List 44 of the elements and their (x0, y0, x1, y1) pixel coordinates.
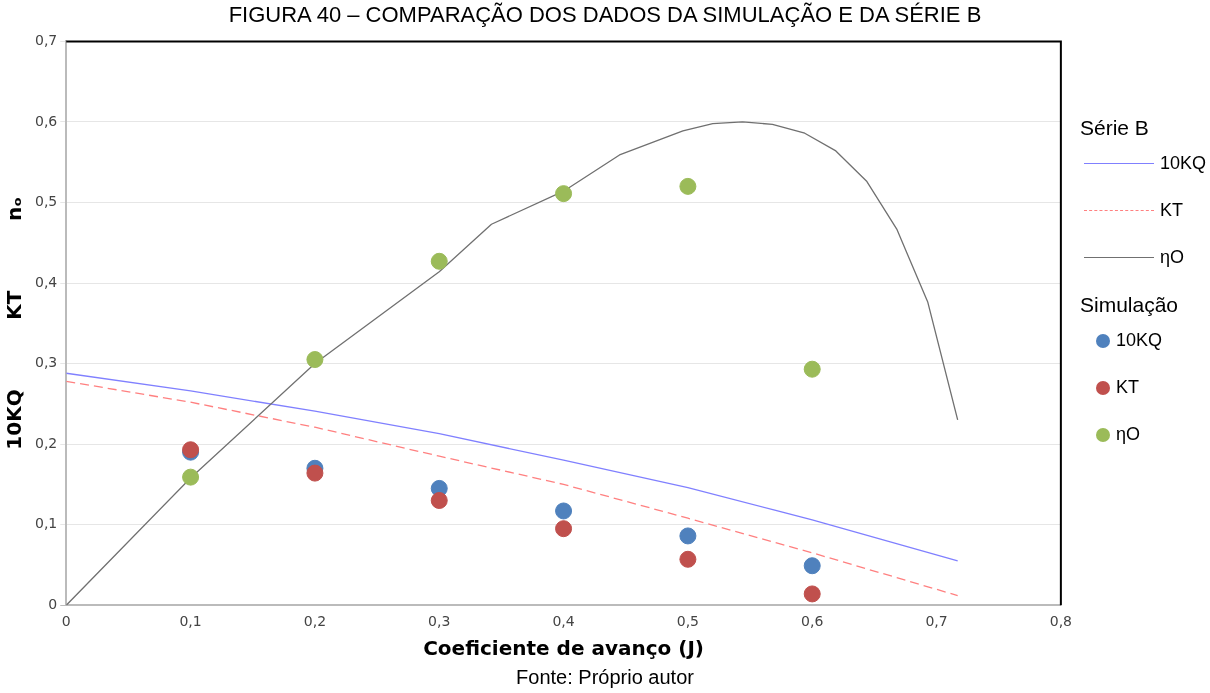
x-tick-label: 0,4 (552, 613, 575, 630)
point (803, 585, 821, 603)
point (679, 177, 697, 195)
x-tick-label: 0 (61, 613, 71, 630)
point (679, 550, 697, 568)
x-tick-label: 0,7 (925, 613, 948, 630)
point (803, 360, 821, 378)
point (555, 502, 573, 520)
y-tick-label: 0,3 (35, 354, 58, 371)
legend-label: 10KQ (1116, 330, 1163, 351)
point (679, 527, 697, 545)
y-tick-label: 0,5 (35, 193, 58, 210)
point (306, 464, 324, 482)
y-tick-label: 0,4 (35, 273, 58, 290)
point (306, 351, 324, 369)
point (430, 252, 448, 270)
y-tick-label: 0,7 (35, 32, 58, 49)
source-note: Fonte: Próprio autor (515, 666, 695, 689)
x-tick-label: 0,3 (428, 613, 451, 630)
point (182, 468, 200, 486)
y-tick-label: 0,2 (35, 434, 58, 451)
chart-title: FIGURA 40 – COMPARAÇÃO DOS DADOS DA SIMULAÇÃO E DA SÉRIE B (227, 2, 983, 28)
x-tick-label: 0,5 (676, 613, 700, 630)
x-tick-label: 0,2 (303, 613, 327, 630)
legend-label: ηO (1116, 424, 1141, 445)
point (430, 491, 448, 509)
point (555, 520, 573, 538)
legend-label: 10KQ (1160, 153, 1207, 174)
legend-label: ηO (1160, 247, 1185, 268)
x-tick-label: 0,6 (801, 613, 824, 630)
x-tick-label: 0,8 (1049, 613, 1072, 630)
x-tick-label: 0,1 (179, 613, 202, 630)
text: Simulação (1080, 293, 1180, 317)
point (803, 557, 821, 575)
y-axis-title: 10KQ KT nₒ (2, 196, 27, 450)
x-axis-title: Coeficiente de avanço (J) (423, 636, 704, 661)
legend-title: Série B (1080, 116, 1150, 140)
legend-label: KT (1116, 377, 1140, 398)
y-tick-label: 0 (48, 595, 58, 612)
point (555, 185, 573, 203)
legend-label: KT (1160, 200, 1184, 221)
y-tick-label: 0,6 (35, 112, 58, 129)
y-tick-label: 0,1 (35, 515, 58, 532)
line-series (66, 380, 959, 597)
